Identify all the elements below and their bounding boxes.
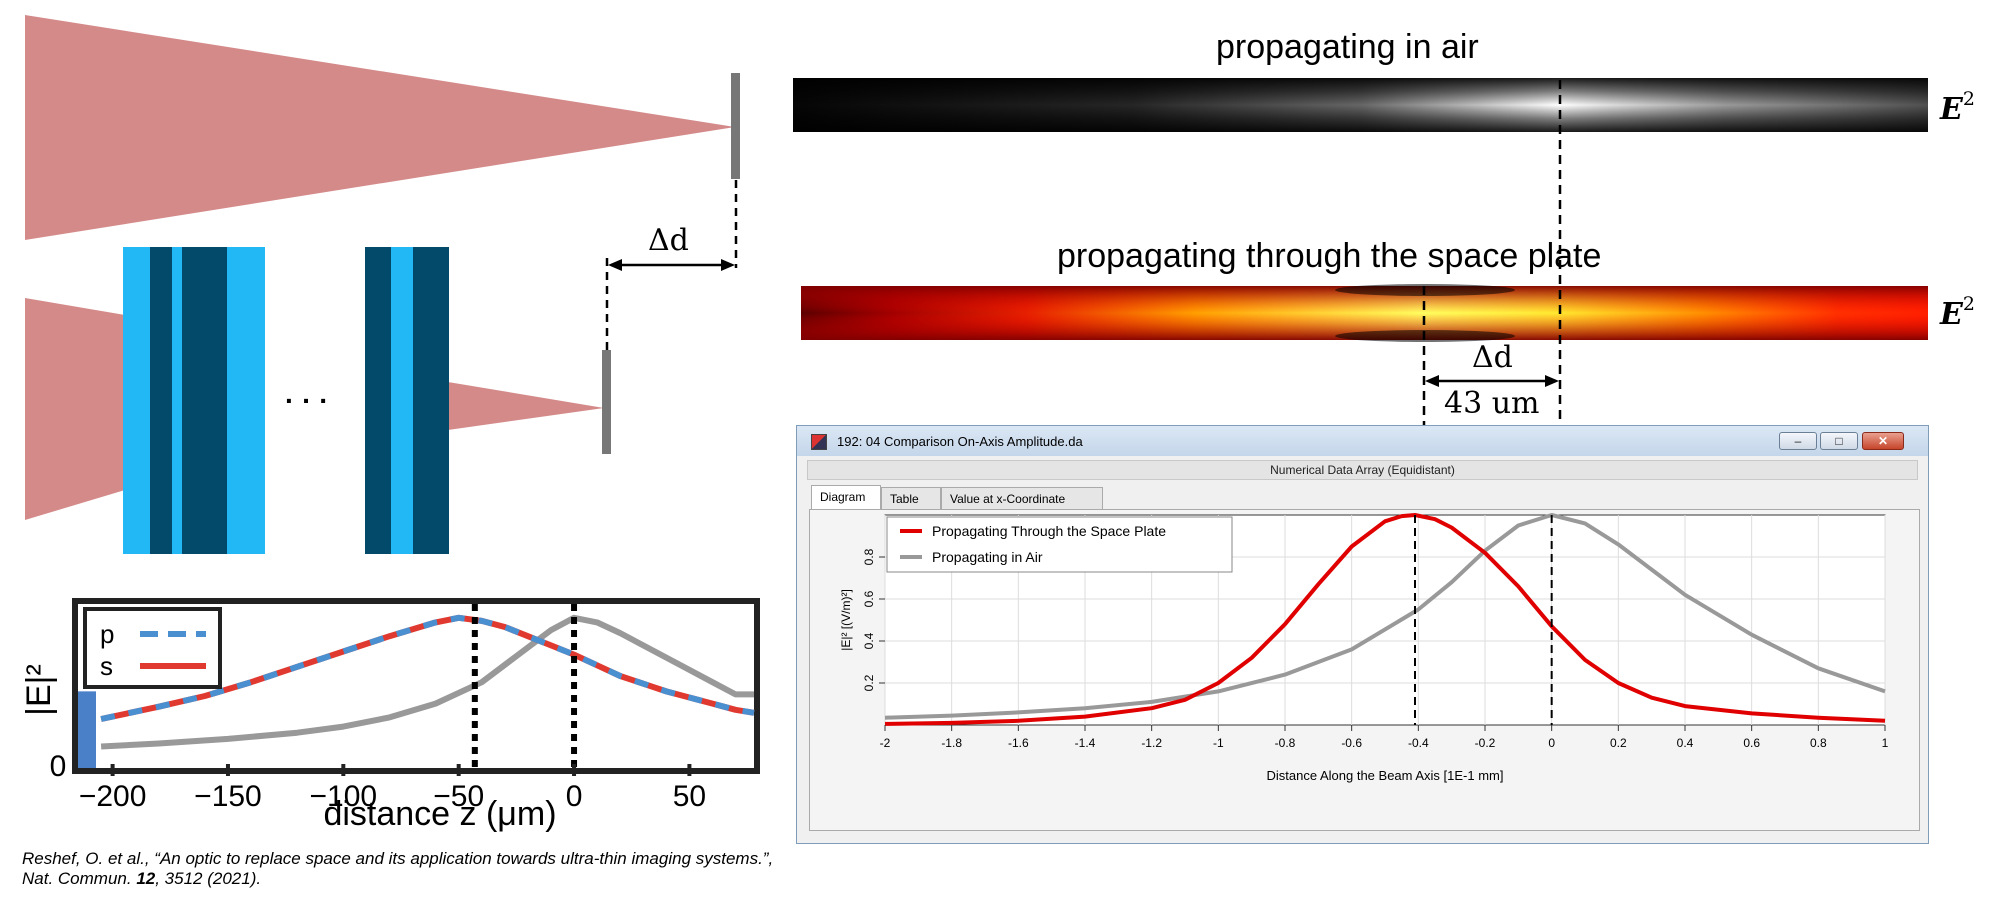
window-title: 192: 04 Comparison On-Axis Amplitude.da: [837, 434, 1083, 449]
maximize-icon: □: [1835, 434, 1843, 448]
inset-ylabel: |E|²: [20, 664, 58, 716]
inset-legend-box: [83, 607, 222, 689]
close-button[interactable]: ✕: [1862, 432, 1904, 450]
delta-d-label-right: Δd: [1472, 340, 1513, 375]
inset-series-p: [100, 614, 755, 722]
heading-air: propagating in air: [1216, 28, 1479, 66]
heading-space-plate: propagating through the space plate: [1057, 237, 1602, 275]
inset-near-field-region: [78, 691, 96, 768]
e-label-base-plate: E: [1940, 297, 1963, 332]
citation-caption: Reshef, O. et al., “An optic to replace …: [22, 849, 782, 889]
inset-x-tick-label: −200: [79, 780, 147, 813]
inset-x-tick-label: −50: [433, 780, 484, 813]
air-intensity-map: [793, 78, 1928, 132]
inset-x-tick-label: −100: [310, 780, 378, 813]
x-tick-label: -0.2: [1475, 736, 1496, 750]
inset-plot: |E|² −200 −150 −100 −50 0 50 0 p s distance z …: [20, 598, 760, 833]
distance-label: 43 um: [1444, 386, 1540, 421]
maximize-button[interactable]: □: [1820, 432, 1858, 450]
series-line-space-plate: [884, 513, 1886, 726]
legend-label-space-plate: Propagating Through the Space Plate: [932, 523, 1166, 539]
caption-text-1: Reshef, O. et al., “An optic to replace …: [22, 849, 774, 888]
free-space-beam: [25, 15, 735, 240]
x-tick-label: -0.4: [1408, 736, 1429, 750]
x-tick-label: -1: [1213, 736, 1224, 750]
x-tick-label: -1.8: [941, 736, 962, 750]
focus-screen-lower: [602, 350, 611, 454]
space-plate-right-stack: [365, 247, 449, 554]
space-plate-left-stack: [123, 247, 265, 554]
inset-x-tick-label: −150: [194, 780, 262, 813]
delta-d-arrowhead-left: [608, 259, 622, 271]
y-tick-label: 0.2: [862, 674, 876, 691]
tab-table[interactable]: Table: [881, 487, 941, 509]
field-maps: [793, 78, 1928, 432]
y-tick-label: 0.4: [862, 632, 876, 649]
diagram-panel: -2 -1.8 -1.6 -1.4 -1.2 -1 -0.8 -0.6 -0.4 -0.2 0 0.2…: [809, 509, 1920, 831]
delta-d-right-arrowhead-right: [1545, 375, 1559, 387]
e-label-base-air: E: [1940, 92, 1963, 127]
delta-d-label-top: Δd: [648, 223, 689, 258]
x-tick-label: 0.4: [1677, 736, 1694, 750]
window-subtitle: Numerical Data Array (Equidistant): [807, 460, 1918, 480]
inset-series-air: [100, 614, 754, 750]
e-label-exp-plate: 2: [1962, 293, 1975, 315]
inset-x-tick-label: 0: [566, 780, 583, 813]
caption-volume: 12: [136, 869, 156, 888]
caption-text-2: , 3512 (2021).: [155, 869, 262, 888]
chart-legend: Propagating Through the Space Plate Prop…: [886, 516, 1233, 573]
x-tick-label: -2: [880, 736, 891, 750]
e-squared-label-air: E2: [1940, 88, 1975, 127]
delta-d-arrowhead-right: [721, 259, 735, 271]
x-tick-label: 0.8: [1810, 736, 1827, 750]
minimize-icon: –: [1794, 434, 1802, 448]
space-plate-intensity-map: [801, 284, 1928, 342]
minimize-button[interactable]: –: [1779, 432, 1817, 450]
x-tick-label: -0.6: [1341, 736, 1362, 750]
close-icon: ✕: [1877, 434, 1889, 448]
inset-legend-s-label: s: [100, 651, 113, 681]
beam-diagram: [25, 15, 740, 554]
tab-value-at-x-coordinate[interactable]: Value at x-Coordinate: [941, 487, 1103, 509]
amplitude-chart: -2 -1.8 -1.6 -1.4 -1.2 -1 -0.8 -0.6 -0.4 -0.2 0 0.2…: [839, 513, 1889, 783]
x-tick-label: -1.4: [1075, 736, 1096, 750]
x-tick-label: 0: [1548, 736, 1555, 750]
inset-legend-p-label: p: [100, 619, 114, 649]
y-tick-label: 0.8: [862, 548, 876, 565]
x-tick-label: -0.8: [1275, 736, 1296, 750]
app-icon: [811, 434, 827, 450]
output-beam-lower: [448, 382, 604, 430]
tab-diagram[interactable]: Diagram: [811, 485, 881, 509]
focus-screen-top: [731, 73, 740, 179]
y-tick-label: 0.6: [862, 590, 876, 607]
e-label-exp-air: 2: [1962, 88, 1975, 110]
x-tick-label: 1: [1882, 736, 1889, 750]
delta-d-right-arrowhead-left: [1425, 375, 1439, 387]
inset-x-tick-label: 50: [673, 780, 706, 813]
inset-y-tick-label: 0: [50, 750, 67, 783]
x-tick-label: 0.2: [1610, 736, 1627, 750]
series-line-air: [884, 513, 1886, 720]
window-titlebar[interactable]: 192: 04 Comparison On-Axis Amplitude.da …: [797, 426, 1928, 456]
chart-legend-box: [886, 516, 1233, 573]
chart-xlabel: Distance Along the Beam Axis [1E-1 mm]: [1267, 768, 1504, 783]
chart-ylabel: |E|² [(V/m)²]: [839, 589, 853, 651]
x-tick-label: -1.6: [1008, 736, 1029, 750]
e-squared-label-plate: E2: [1940, 293, 1975, 332]
x-tick-label: -1.2: [1141, 736, 1162, 750]
input-beam-lower: [25, 298, 125, 520]
ellipsis-dots: · · ·: [285, 385, 329, 416]
inset-xlabel: distance z (μm): [323, 795, 556, 833]
data-array-window: 192: 04 Comparison On-Axis Amplitude.da …: [796, 425, 1929, 844]
inset-plot-frame: [72, 598, 760, 774]
x-tick-label: 0.6: [1743, 736, 1760, 750]
legend-label-air: Propagating in Air: [932, 549, 1043, 565]
